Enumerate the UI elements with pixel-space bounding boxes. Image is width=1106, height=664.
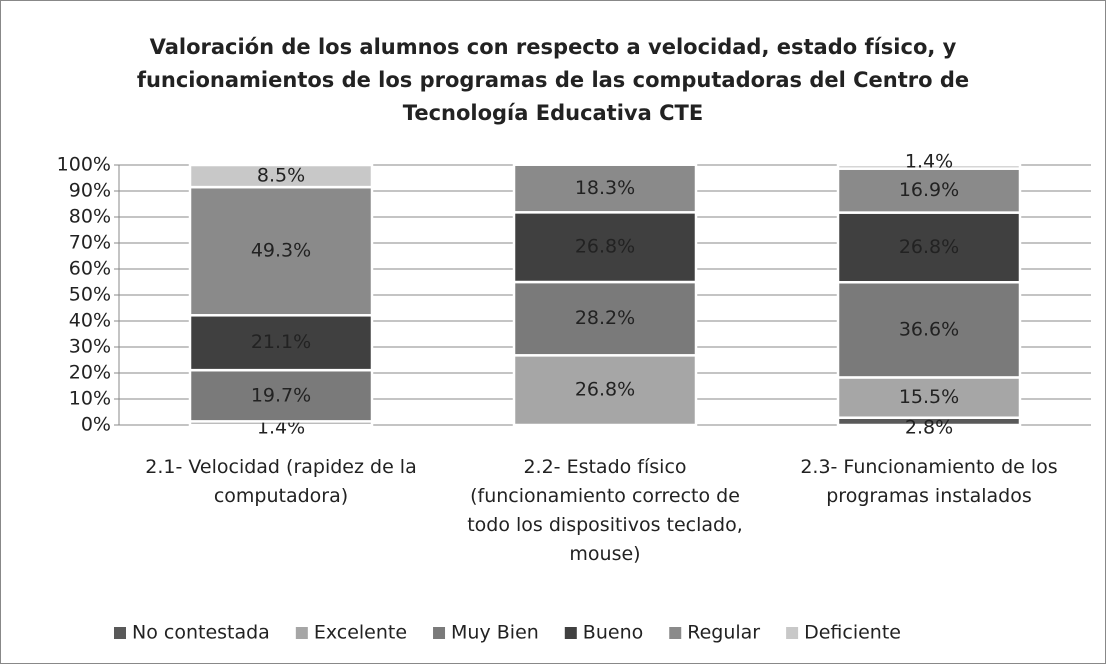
data-label: 8.5%	[257, 165, 305, 187]
data-label: 26.8%	[575, 236, 635, 258]
bar-segment	[512, 354, 698, 427]
y-tick-label: 60%	[69, 258, 111, 280]
bar-segment	[188, 314, 374, 372]
y-tick-label: 100%	[57, 154, 111, 176]
data-label: 18.3%	[575, 177, 635, 199]
legend-label: Deficiente	[804, 622, 901, 644]
x-tick-label: 2.1- Velocidad (rapidez de la computador…	[145, 456, 417, 507]
data-label: 36.6%	[899, 318, 959, 340]
y-tick-label: 50%	[69, 284, 111, 306]
data-label: 1.4%	[905, 151, 953, 173]
bar-segment	[512, 211, 698, 284]
data-label: 16.9%	[899, 179, 959, 201]
legend-swatch	[433, 627, 446, 639]
bar-segment	[188, 163, 374, 189]
bar-segment	[836, 376, 1022, 419]
y-tick-label: 10%	[69, 388, 111, 410]
data-label: 26.8%	[899, 236, 959, 258]
legend-label: Muy Bien	[451, 622, 539, 644]
data-label: 2.8%	[905, 417, 953, 439]
bar-segment	[188, 185, 374, 317]
legend-label: Excelente	[314, 622, 407, 644]
x-tick-label: 2.2- Estado físico (funcionamiento corre…	[467, 456, 743, 565]
data-label: 15.5%	[899, 386, 959, 408]
bar-segment	[512, 280, 698, 357]
bar-segment	[836, 163, 1022, 170]
bar-segment	[836, 281, 1022, 379]
data-label: 19.7%	[251, 384, 311, 406]
y-tick-label: 0%	[81, 414, 111, 436]
y-tick-label: 30%	[69, 336, 111, 358]
legend-swatch	[564, 627, 577, 639]
legend-label: No contestada	[132, 622, 270, 644]
legend-label: Regular	[687, 622, 760, 644]
chart-title: Valoración de los alumnos con respecto a…	[136, 35, 970, 125]
y-tick-label: 80%	[69, 206, 111, 228]
y-tick-label: 40%	[69, 310, 111, 332]
data-label: 21.1%	[251, 331, 311, 353]
bar-segment	[512, 163, 698, 214]
legend-label: Bueno	[583, 622, 643, 644]
data-label: 28.2%	[575, 307, 635, 329]
x-tick-label: 2.3- Funcionamiento de los programas ins…	[800, 456, 1058, 507]
legend-swatch	[669, 627, 682, 639]
legend-swatch	[295, 627, 308, 639]
legend-swatch	[786, 627, 799, 639]
bar-segment	[188, 368, 374, 423]
y-tick-label: 90%	[69, 180, 111, 202]
data-label: 26.8%	[575, 379, 635, 401]
data-label: 49.3%	[251, 240, 311, 262]
y-tick-label: 70%	[69, 232, 111, 254]
y-tick-label: 20%	[69, 362, 111, 384]
legend-swatch	[114, 627, 126, 639]
